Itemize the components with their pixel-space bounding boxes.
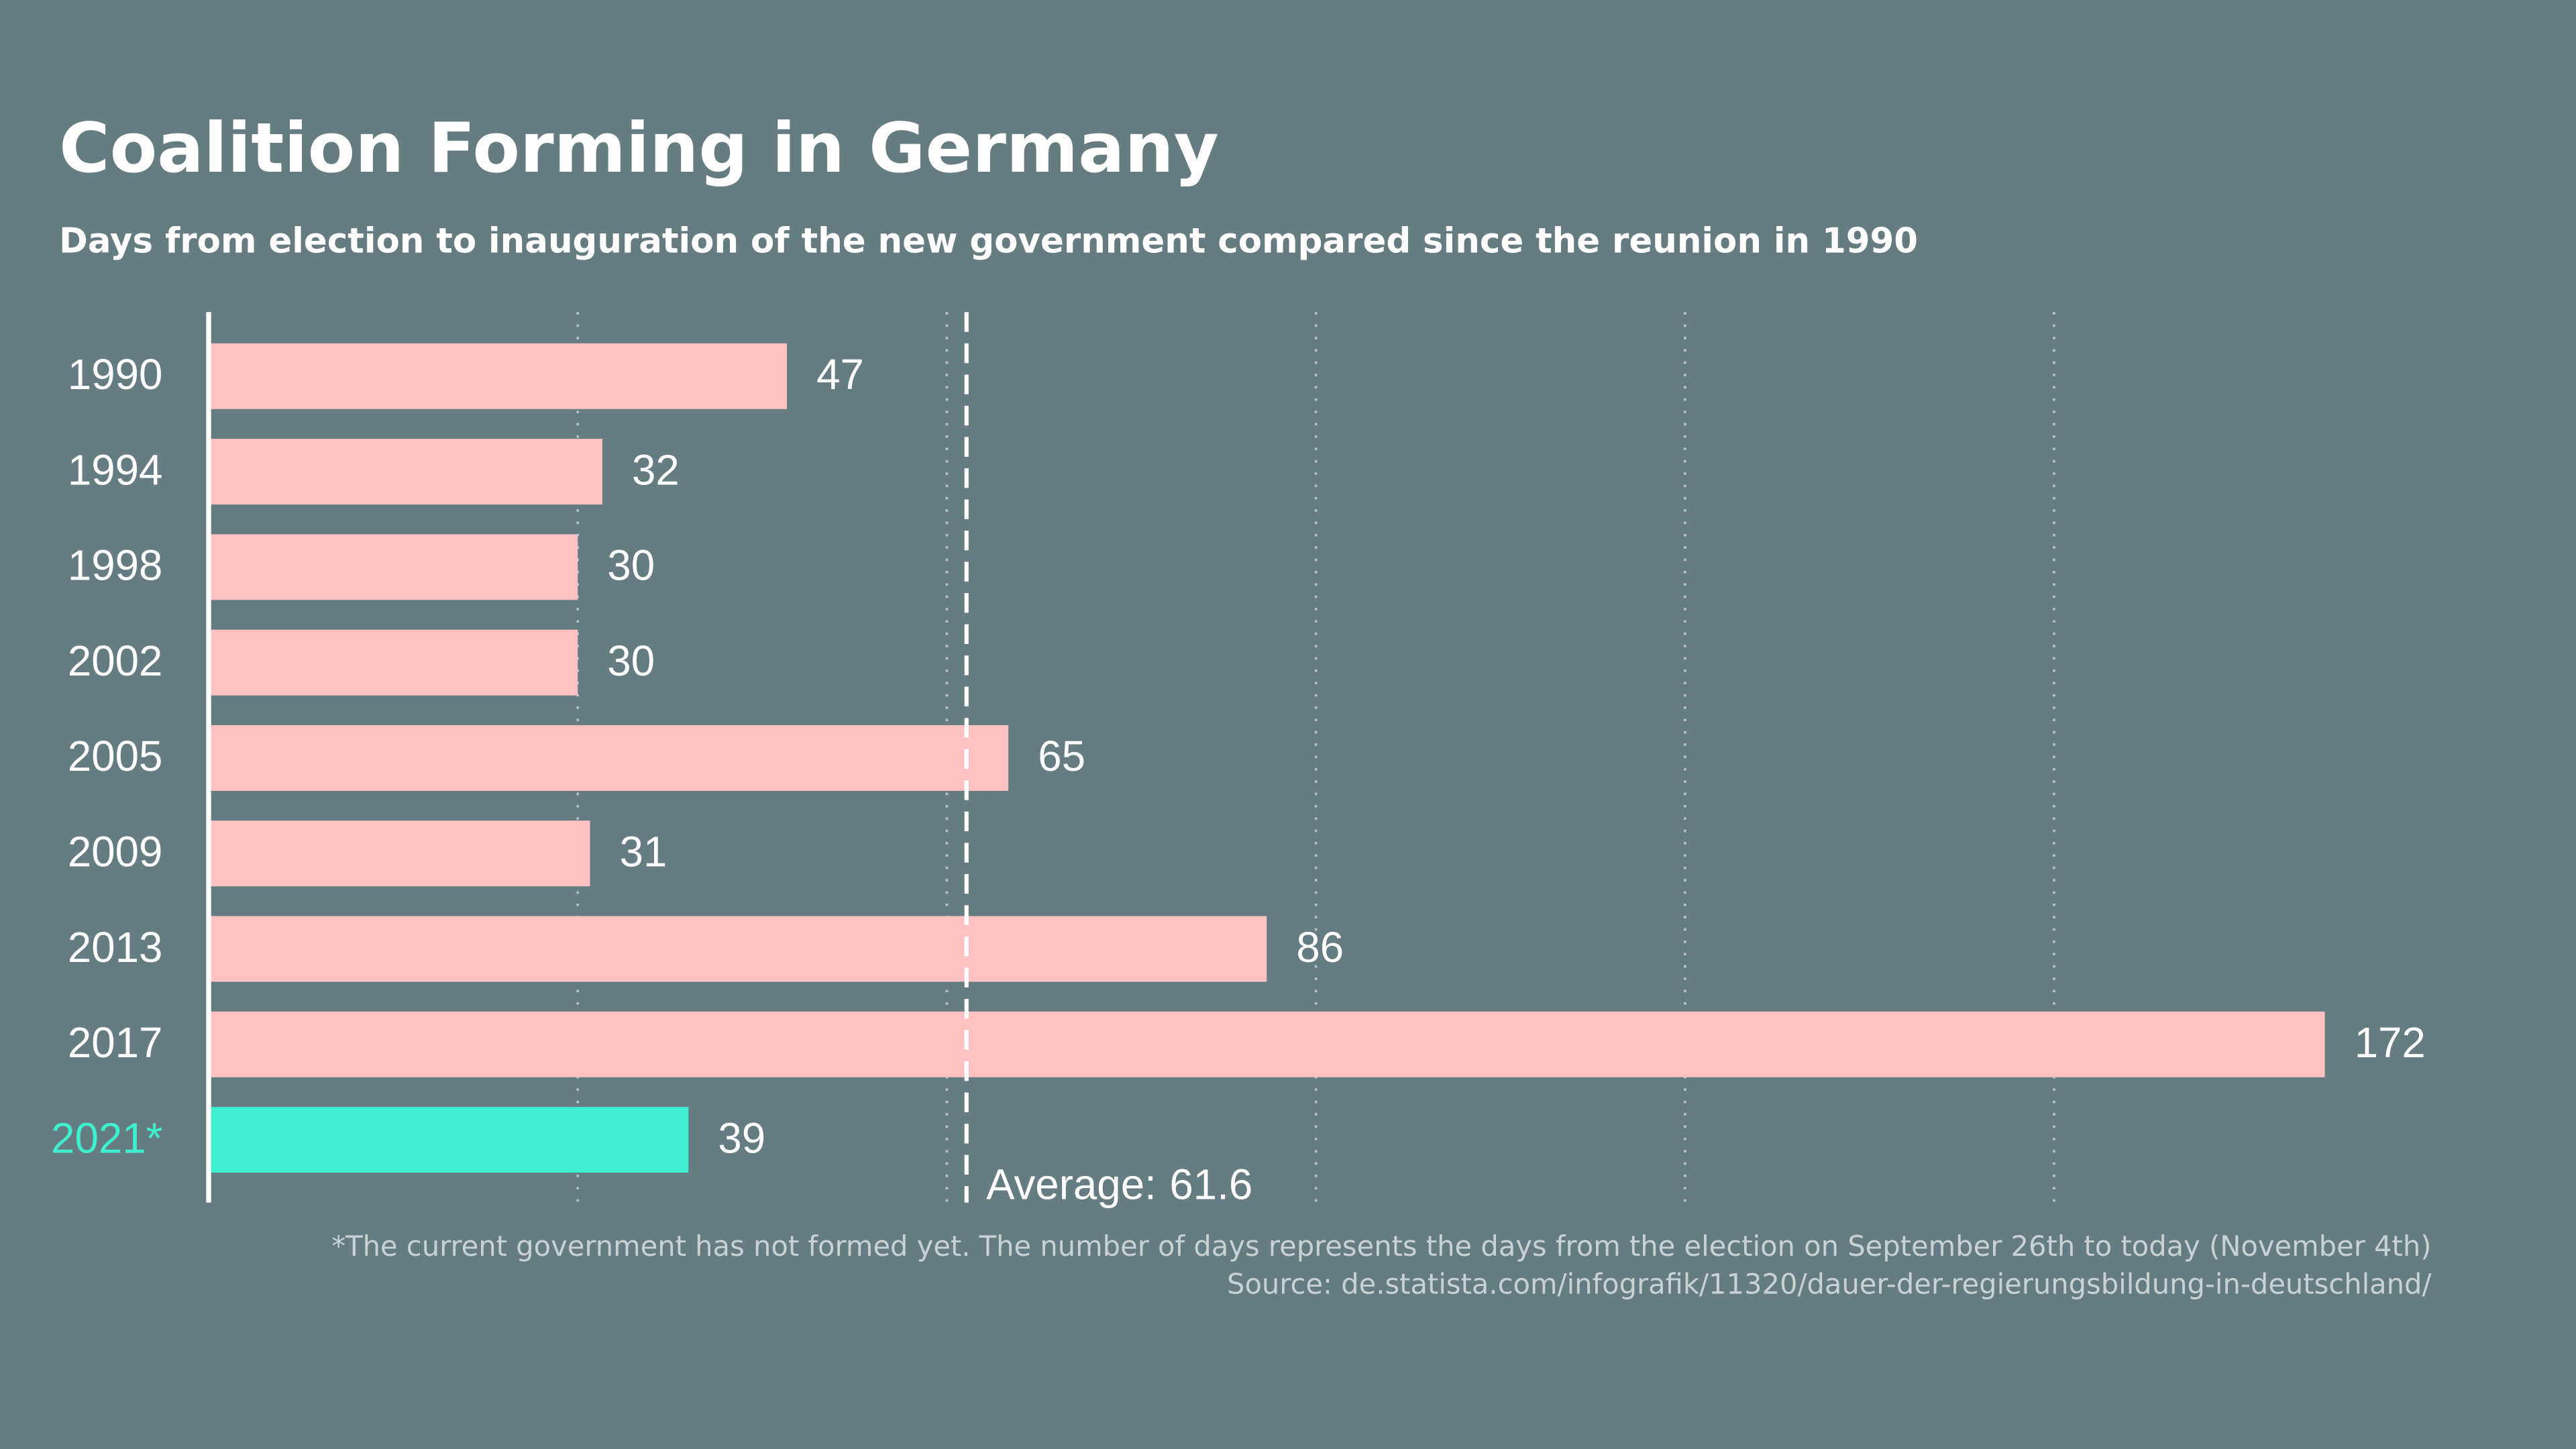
value-label: 86 bbox=[1296, 924, 1344, 971]
average-label: Average: bbox=[986, 1161, 1157, 1208]
y-tick-label: 2017 bbox=[68, 1019, 163, 1067]
chart-title: Coalition Forming in Germany bbox=[59, 109, 1219, 189]
value-label: 47 bbox=[816, 351, 864, 398]
value-label: 30 bbox=[607, 542, 655, 590]
y-tick-label: 2021* bbox=[51, 1114, 162, 1162]
bar bbox=[209, 439, 602, 505]
y-tick-label: 1994 bbox=[68, 446, 163, 494]
footnote: *The current government has not formed y… bbox=[331, 1230, 2431, 1263]
value-label: 172 bbox=[2355, 1019, 2426, 1067]
bar bbox=[209, 1107, 689, 1173]
bar bbox=[209, 916, 1267, 982]
value-label: 31 bbox=[620, 828, 667, 876]
chart-subtitle: Days from election to inauguration of th… bbox=[59, 221, 1918, 261]
y-tick-label: 2009 bbox=[68, 828, 163, 876]
bar bbox=[209, 820, 590, 887]
bar bbox=[209, 343, 788, 409]
average-value: 61.6 bbox=[1169, 1161, 1252, 1208]
value-label: 65 bbox=[1038, 733, 1085, 780]
bar bbox=[209, 1011, 2325, 1077]
y-tick-label: 2005 bbox=[68, 733, 163, 780]
bar bbox=[209, 724, 1009, 791]
y-tick-label: 1998 bbox=[68, 542, 163, 590]
y-tick-label: 2002 bbox=[68, 637, 163, 685]
bar bbox=[209, 534, 578, 600]
bar bbox=[209, 629, 578, 696]
value-label: 30 bbox=[607, 637, 655, 685]
source: Source: de.statista.com/infografik/11320… bbox=[1227, 1268, 2432, 1301]
value-label: 32 bbox=[632, 446, 680, 494]
value-label: 39 bbox=[718, 1114, 765, 1162]
y-tick-label: 1990 bbox=[68, 351, 163, 398]
y-tick-label: 2013 bbox=[68, 924, 163, 971]
